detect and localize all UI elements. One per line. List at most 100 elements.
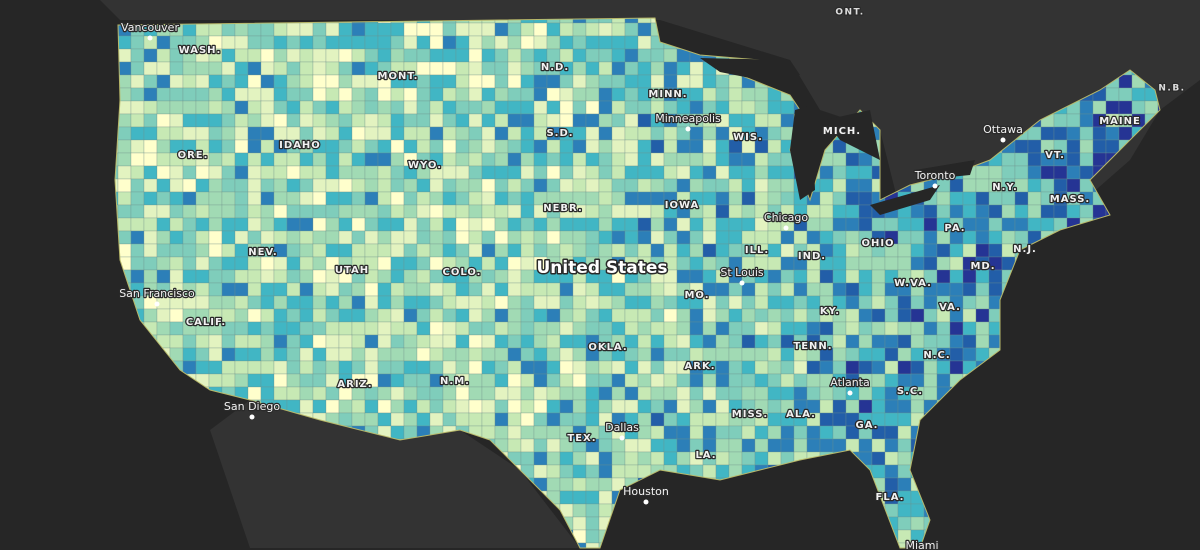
county [442,217,457,232]
region-label: OHIO [861,238,894,249]
county [845,347,860,362]
county [325,347,340,362]
county [715,425,730,440]
county [871,334,886,349]
county [169,321,184,336]
county [247,230,262,245]
county [650,347,665,362]
county [338,48,353,63]
county [507,282,522,297]
county [650,451,665,466]
county [221,334,236,349]
county [1053,204,1068,219]
county [936,191,951,206]
county [468,22,483,37]
county [221,256,236,271]
city-label: Atlanta [830,376,869,389]
county [507,191,522,206]
county [208,165,223,180]
county [234,22,249,37]
county [520,204,535,219]
county [611,191,626,206]
county [884,464,899,479]
county [715,464,730,479]
county [728,152,743,167]
county [793,386,808,401]
county [221,74,236,89]
county [455,386,470,401]
county [572,373,587,388]
region-label: IDAHO [279,140,321,151]
county [923,360,938,375]
county [806,373,821,388]
county [559,412,574,427]
county [520,360,535,375]
county [715,321,730,336]
county [637,139,652,154]
county [559,308,574,323]
county [403,113,418,128]
county [286,308,301,323]
county [988,282,1003,297]
county [715,412,730,427]
county [312,100,327,115]
county [312,373,327,388]
county [910,243,925,258]
county [715,308,730,323]
county [221,230,236,245]
county [247,35,262,50]
county [637,178,652,193]
county [481,295,496,310]
county [780,373,795,388]
county [403,386,418,401]
county [572,126,587,141]
county [624,451,639,466]
county [793,269,808,284]
county [806,269,821,284]
region-label: IND. [798,251,826,262]
county [403,412,418,427]
county [325,113,340,128]
county [338,204,353,219]
county [169,191,184,206]
county [754,438,769,453]
county [637,438,652,453]
county [455,48,470,63]
county [949,191,964,206]
county [234,178,249,193]
county [156,269,171,284]
county [273,386,288,401]
county [455,113,470,128]
county [507,113,522,128]
county [871,269,886,284]
county [910,204,925,219]
county [546,412,561,427]
county [741,451,756,466]
county [585,217,600,232]
county [312,74,327,89]
county [338,100,353,115]
county [351,412,366,427]
county [533,217,548,232]
county [182,74,197,89]
county [702,165,717,180]
county [793,308,808,323]
county [702,152,717,167]
county [1001,230,1016,245]
county [572,152,587,167]
county [559,178,574,193]
county [156,48,171,63]
county [247,61,262,76]
county [780,243,795,258]
county [182,256,197,271]
county [234,269,249,284]
county [364,35,379,50]
county [468,139,483,154]
county [442,230,457,245]
county [429,35,444,50]
county [520,321,535,336]
county [923,243,938,258]
county [689,74,704,89]
county [663,321,678,336]
